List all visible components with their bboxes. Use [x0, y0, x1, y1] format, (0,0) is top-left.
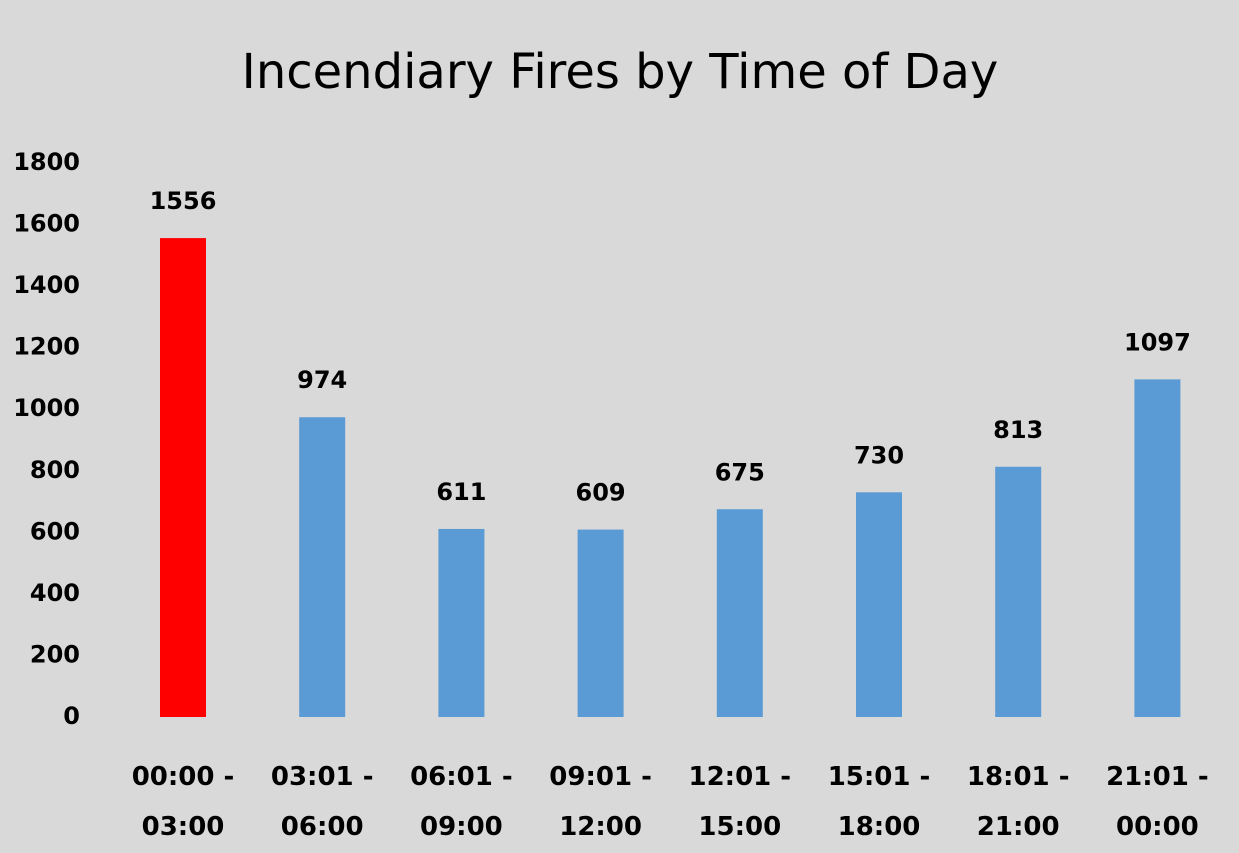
y-tick-label: 0 — [63, 702, 80, 730]
bar — [577, 529, 624, 717]
y-tick-label: 200 — [30, 640, 80, 668]
y-tick-label: 800 — [30, 456, 80, 484]
bar — [438, 528, 485, 717]
y-tick-label: 1800 — [13, 148, 80, 176]
data-label: 813 — [993, 416, 1043, 444]
bar — [160, 238, 206, 717]
y-tick-label: 1600 — [13, 210, 80, 238]
data-label: 730 — [854, 441, 904, 469]
x-tick-label: 18:01 - 21:00 — [966, 762, 1070, 842]
x-tick-label: 12:01 - 15:00 — [688, 762, 792, 842]
x-tick-label: 00:00 - 03:00 — [131, 762, 235, 842]
y-tick-label: 1000 — [13, 394, 80, 422]
x-tick-label: 06:01 - 09:00 — [410, 762, 513, 842]
x-tick-label: 03:01 - 06:00 — [270, 762, 374, 842]
data-label: 611 — [436, 478, 486, 506]
data-label: 675 — [715, 458, 765, 486]
chart-title: Incendiary Fires by Time of Day — [242, 44, 999, 100]
x-tick-label: 09:01 - 12:00 — [549, 762, 652, 842]
y-tick-label: 600 — [30, 517, 80, 545]
data-label: 974 — [297, 366, 347, 394]
bar — [716, 509, 763, 717]
data-label: 1556 — [150, 187, 217, 215]
data-label: 609 — [576, 479, 626, 507]
y-tick-label: 1400 — [13, 271, 80, 299]
y-tick-label: 1200 — [13, 333, 80, 361]
x-tick-label: 15:01 - 18:00 — [827, 762, 931, 842]
bar — [1134, 379, 1181, 717]
bar — [995, 466, 1042, 717]
data-label: 1097 — [1124, 328, 1191, 356]
x-tick-label: 21:01 - 00:00 — [1106, 762, 1209, 842]
bar — [856, 492, 902, 717]
bar — [299, 417, 346, 717]
y-tick-label: 400 — [30, 579, 80, 607]
